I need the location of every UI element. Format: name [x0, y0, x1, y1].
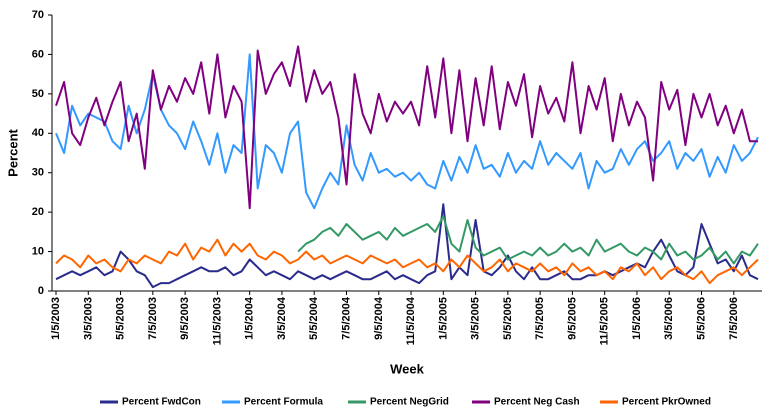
- legend-label: Percent Neg Cash: [494, 397, 580, 408]
- x-tick-label: 7/5/2003: [147, 297, 159, 340]
- y-tick-label: 70: [32, 9, 44, 21]
- x-tick-label: 5/5/2003: [115, 297, 127, 340]
- x-tick-label: 11/5/2003: [211, 297, 223, 345]
- y-axis-title: Percent: [5, 128, 20, 176]
- x-tick-label: 11/5/2004: [405, 296, 417, 345]
- y-tick-label: 20: [32, 206, 44, 218]
- x-tick-label: 11/5/2005: [599, 297, 611, 345]
- x-tick-label: 3/5/2003: [82, 297, 94, 340]
- x-tick-label: 1/5/2003: [50, 297, 62, 340]
- x-tick-label: 5/5/2004: [308, 296, 320, 340]
- x-tick-label: 3/5/2004: [276, 296, 288, 340]
- x-tick-label: 3/5/2006: [663, 297, 675, 340]
- x-tick-label: 7/5/2005: [534, 297, 546, 340]
- y-tick-label: 40: [32, 127, 44, 139]
- x-tick-label: 5/5/2005: [502, 297, 514, 340]
- x-axis-title: Week: [390, 361, 424, 376]
- y-tick-label: 0: [38, 285, 44, 297]
- x-tick-label: 1/5/2004: [244, 296, 256, 340]
- legend-label: Percent PkrOwned: [622, 397, 711, 408]
- y-tick-label: 60: [32, 48, 44, 60]
- legend-label: Percent NegGrid: [370, 397, 449, 408]
- x-tick-label: 9/5/2004: [373, 296, 385, 340]
- legend-label: Percent Formula: [244, 397, 323, 408]
- x-tick-label: 1/5/2005: [437, 297, 449, 340]
- x-tick-label: 1/5/2006: [631, 297, 643, 340]
- series-line: [297, 215, 759, 265]
- series-line: [55, 203, 759, 289]
- y-tick-label: 30: [32, 167, 44, 179]
- series-line: [55, 45, 758, 210]
- x-tick-label: 7/5/2006: [728, 297, 740, 340]
- x-tick-label: 9/5/2005: [566, 297, 578, 340]
- x-tick-label: 5/5/2006: [696, 297, 708, 340]
- y-tick-label: 10: [32, 245, 44, 257]
- x-tick-label: 9/5/2003: [179, 297, 191, 340]
- y-tick-label: 50: [32, 88, 44, 100]
- legend-label: Percent FwdCon: [122, 397, 201, 408]
- x-tick-label: 7/5/2004: [340, 296, 352, 340]
- series-line: [55, 53, 759, 210]
- series-line: [55, 238, 759, 285]
- x-tick-label: 3/5/2005: [470, 297, 482, 340]
